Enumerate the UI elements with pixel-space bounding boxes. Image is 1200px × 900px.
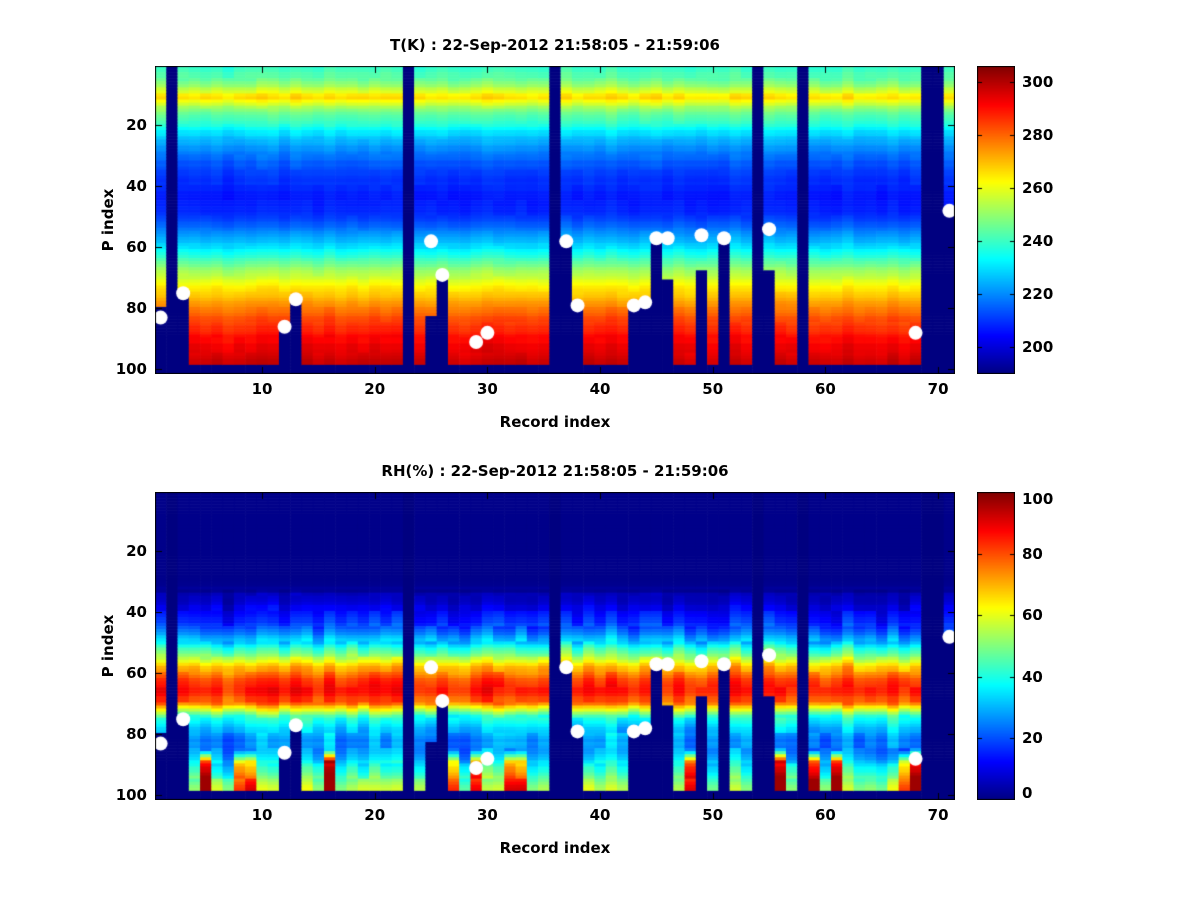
x-tick-label-50: 50 xyxy=(702,806,724,824)
y-tick-label-20: 20 xyxy=(126,542,147,561)
x-tick-label-30: 30 xyxy=(476,806,498,824)
x-tick-label-10: 10 xyxy=(251,380,273,398)
x-tick-label-20: 20 xyxy=(364,380,386,398)
x-tick-label-70: 70 xyxy=(927,806,949,824)
temperature-heatmap xyxy=(155,66,955,374)
y-tick-label-60: 60 xyxy=(126,238,147,257)
y-tick-label-60: 60 xyxy=(126,664,147,683)
y-tick-label-80: 80 xyxy=(126,725,147,744)
x-tick-label-50: 50 xyxy=(702,380,724,398)
colorbar-tick-label-260: 260 xyxy=(1022,179,1054,198)
humidity-plot-title: RH(%) : 22-Sep-2012 21:58:05 - 21:59:06 xyxy=(381,462,729,480)
colorbar-tick-label-100: 100 xyxy=(1022,490,1054,508)
humidity-x-axis-label: Record index xyxy=(499,839,611,857)
colorbar-tick-label-300: 300 xyxy=(1022,72,1054,91)
colorbar-tick-label-40: 40 xyxy=(1022,667,1043,686)
temperature-colorbar xyxy=(977,66,1015,374)
colorbar-tick-label-280: 280 xyxy=(1022,126,1054,145)
x-tick-label-60: 60 xyxy=(814,806,836,824)
x-tick-label-30: 30 xyxy=(476,380,498,398)
y-tick-label-40: 40 xyxy=(126,177,147,196)
humidity-y-axis-label: P index xyxy=(99,614,117,678)
colorbar-tick-label-60: 60 xyxy=(1022,606,1043,625)
y-tick-label-40: 40 xyxy=(126,603,147,622)
colorbar-tick-label-200: 200 xyxy=(1022,338,1054,357)
colorbar-tick-label-20: 20 xyxy=(1022,729,1043,748)
temperature-y-axis-label: P index xyxy=(99,188,117,252)
temperature-x-axis-label: Record index xyxy=(499,413,611,431)
humidity-heatmap xyxy=(155,492,955,800)
x-tick-label-70: 70 xyxy=(927,380,949,398)
colorbar-tick-label-240: 240 xyxy=(1022,232,1054,251)
y-tick-label-80: 80 xyxy=(126,299,147,318)
y-tick-label-20: 20 xyxy=(126,116,147,135)
y-tick-label-100: 100 xyxy=(115,786,147,805)
colorbar-tick-label-220: 220 xyxy=(1022,285,1054,304)
x-tick-label-40: 40 xyxy=(589,380,611,398)
x-tick-label-10: 10 xyxy=(251,806,273,824)
x-tick-label-20: 20 xyxy=(364,806,386,824)
colorbar-tick-label-0: 0 xyxy=(1022,784,1033,802)
x-tick-label-40: 40 xyxy=(589,806,611,824)
x-tick-label-60: 60 xyxy=(814,380,836,398)
temperature-plot-title: T(K) : 22-Sep-2012 21:58:05 - 21:59:06 xyxy=(390,36,720,54)
humidity-colorbar xyxy=(977,492,1015,800)
y-tick-label-100: 100 xyxy=(115,360,147,379)
colorbar-tick-label-80: 80 xyxy=(1022,544,1043,563)
